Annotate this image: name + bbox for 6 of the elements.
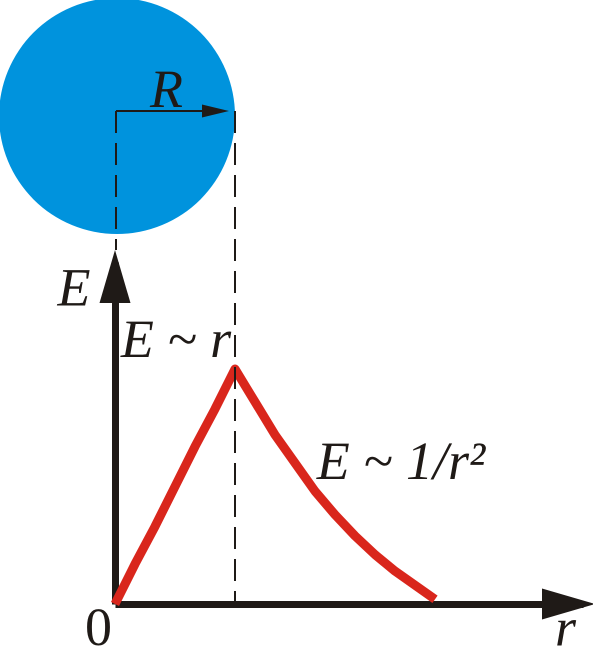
annotation: E ~ 1/r² — [316, 431, 486, 491]
annotation: 0 — [85, 597, 112, 657]
text: R — [149, 59, 183, 119]
x-axis-title: r — [554, 598, 577, 657]
y-axis-title: E — [56, 258, 90, 318]
annotation: E ~ r — [120, 309, 232, 369]
